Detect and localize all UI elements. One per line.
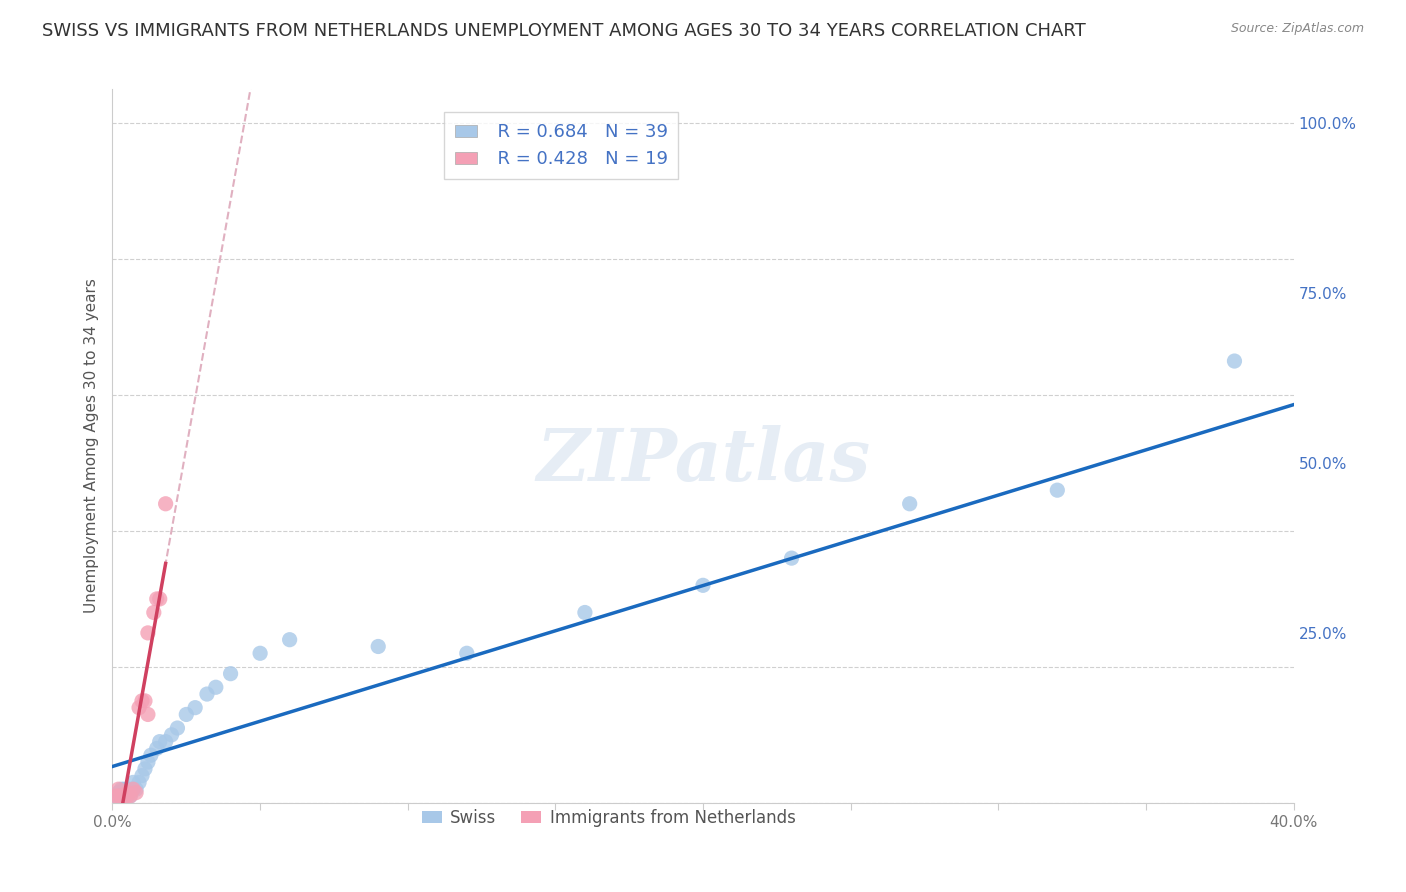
Point (117, 786, 138, 800)
Point (117, 782, 138, 797)
Point (120, 789, 142, 803)
Point (456, 646, 478, 660)
Point (112, 782, 135, 797)
Point (122, 782, 145, 797)
Point (146, 741, 169, 756)
Point (120, 782, 142, 797)
Point (104, 789, 127, 803)
Point (107, 789, 129, 803)
Text: Source: ZipAtlas.com: Source: ZipAtlas.com (1230, 22, 1364, 36)
Legend: Swiss, Immigrants from Netherlands: Swiss, Immigrants from Netherlands (415, 803, 801, 834)
Point (780, 551, 803, 566)
Point (128, 700, 150, 714)
Point (1223, 354, 1246, 368)
Point (125, 782, 148, 797)
Point (110, 789, 132, 803)
Point (139, 748, 162, 763)
Point (155, 734, 177, 748)
Y-axis label: Unemployment Among Ages 30 to 34 years: Unemployment Among Ages 30 to 34 years (83, 278, 98, 614)
Point (166, 721, 188, 735)
Point (131, 694, 153, 708)
Point (104, 789, 127, 803)
Point (367, 640, 389, 654)
Point (278, 632, 301, 647)
Text: SWISS VS IMMIGRANTS FROM NETHERLANDS UNEMPLOYMENT AMONG AGES 30 TO 34 YEARS CORR: SWISS VS IMMIGRANTS FROM NETHERLANDS UNE… (42, 22, 1085, 40)
Point (117, 786, 138, 800)
Point (112, 789, 135, 803)
Point (136, 707, 159, 722)
Point (160, 728, 183, 742)
Point (131, 769, 153, 783)
Point (128, 775, 150, 789)
Point (125, 786, 148, 800)
Point (692, 578, 714, 592)
Point (117, 789, 138, 803)
Point (122, 782, 145, 797)
Text: ZIPatlas: ZIPatlas (536, 425, 870, 496)
Point (149, 734, 172, 748)
Point (155, 497, 177, 511)
Point (107, 789, 129, 803)
Point (134, 694, 156, 708)
Point (1046, 483, 1069, 498)
Point (112, 789, 135, 803)
Point (174, 707, 197, 722)
Point (146, 591, 169, 606)
Point (249, 646, 271, 660)
Point (898, 497, 921, 511)
Point (205, 680, 228, 694)
Point (134, 762, 156, 776)
Point (110, 789, 132, 803)
Point (107, 782, 129, 797)
Point (219, 666, 242, 681)
Point (136, 626, 159, 640)
Point (110, 782, 132, 797)
Point (107, 786, 129, 800)
Point (149, 591, 172, 606)
Point (195, 687, 218, 701)
Point (136, 755, 159, 769)
Point (120, 789, 142, 803)
Point (142, 606, 165, 620)
Point (184, 700, 207, 714)
Point (122, 775, 145, 789)
Point (574, 606, 596, 620)
